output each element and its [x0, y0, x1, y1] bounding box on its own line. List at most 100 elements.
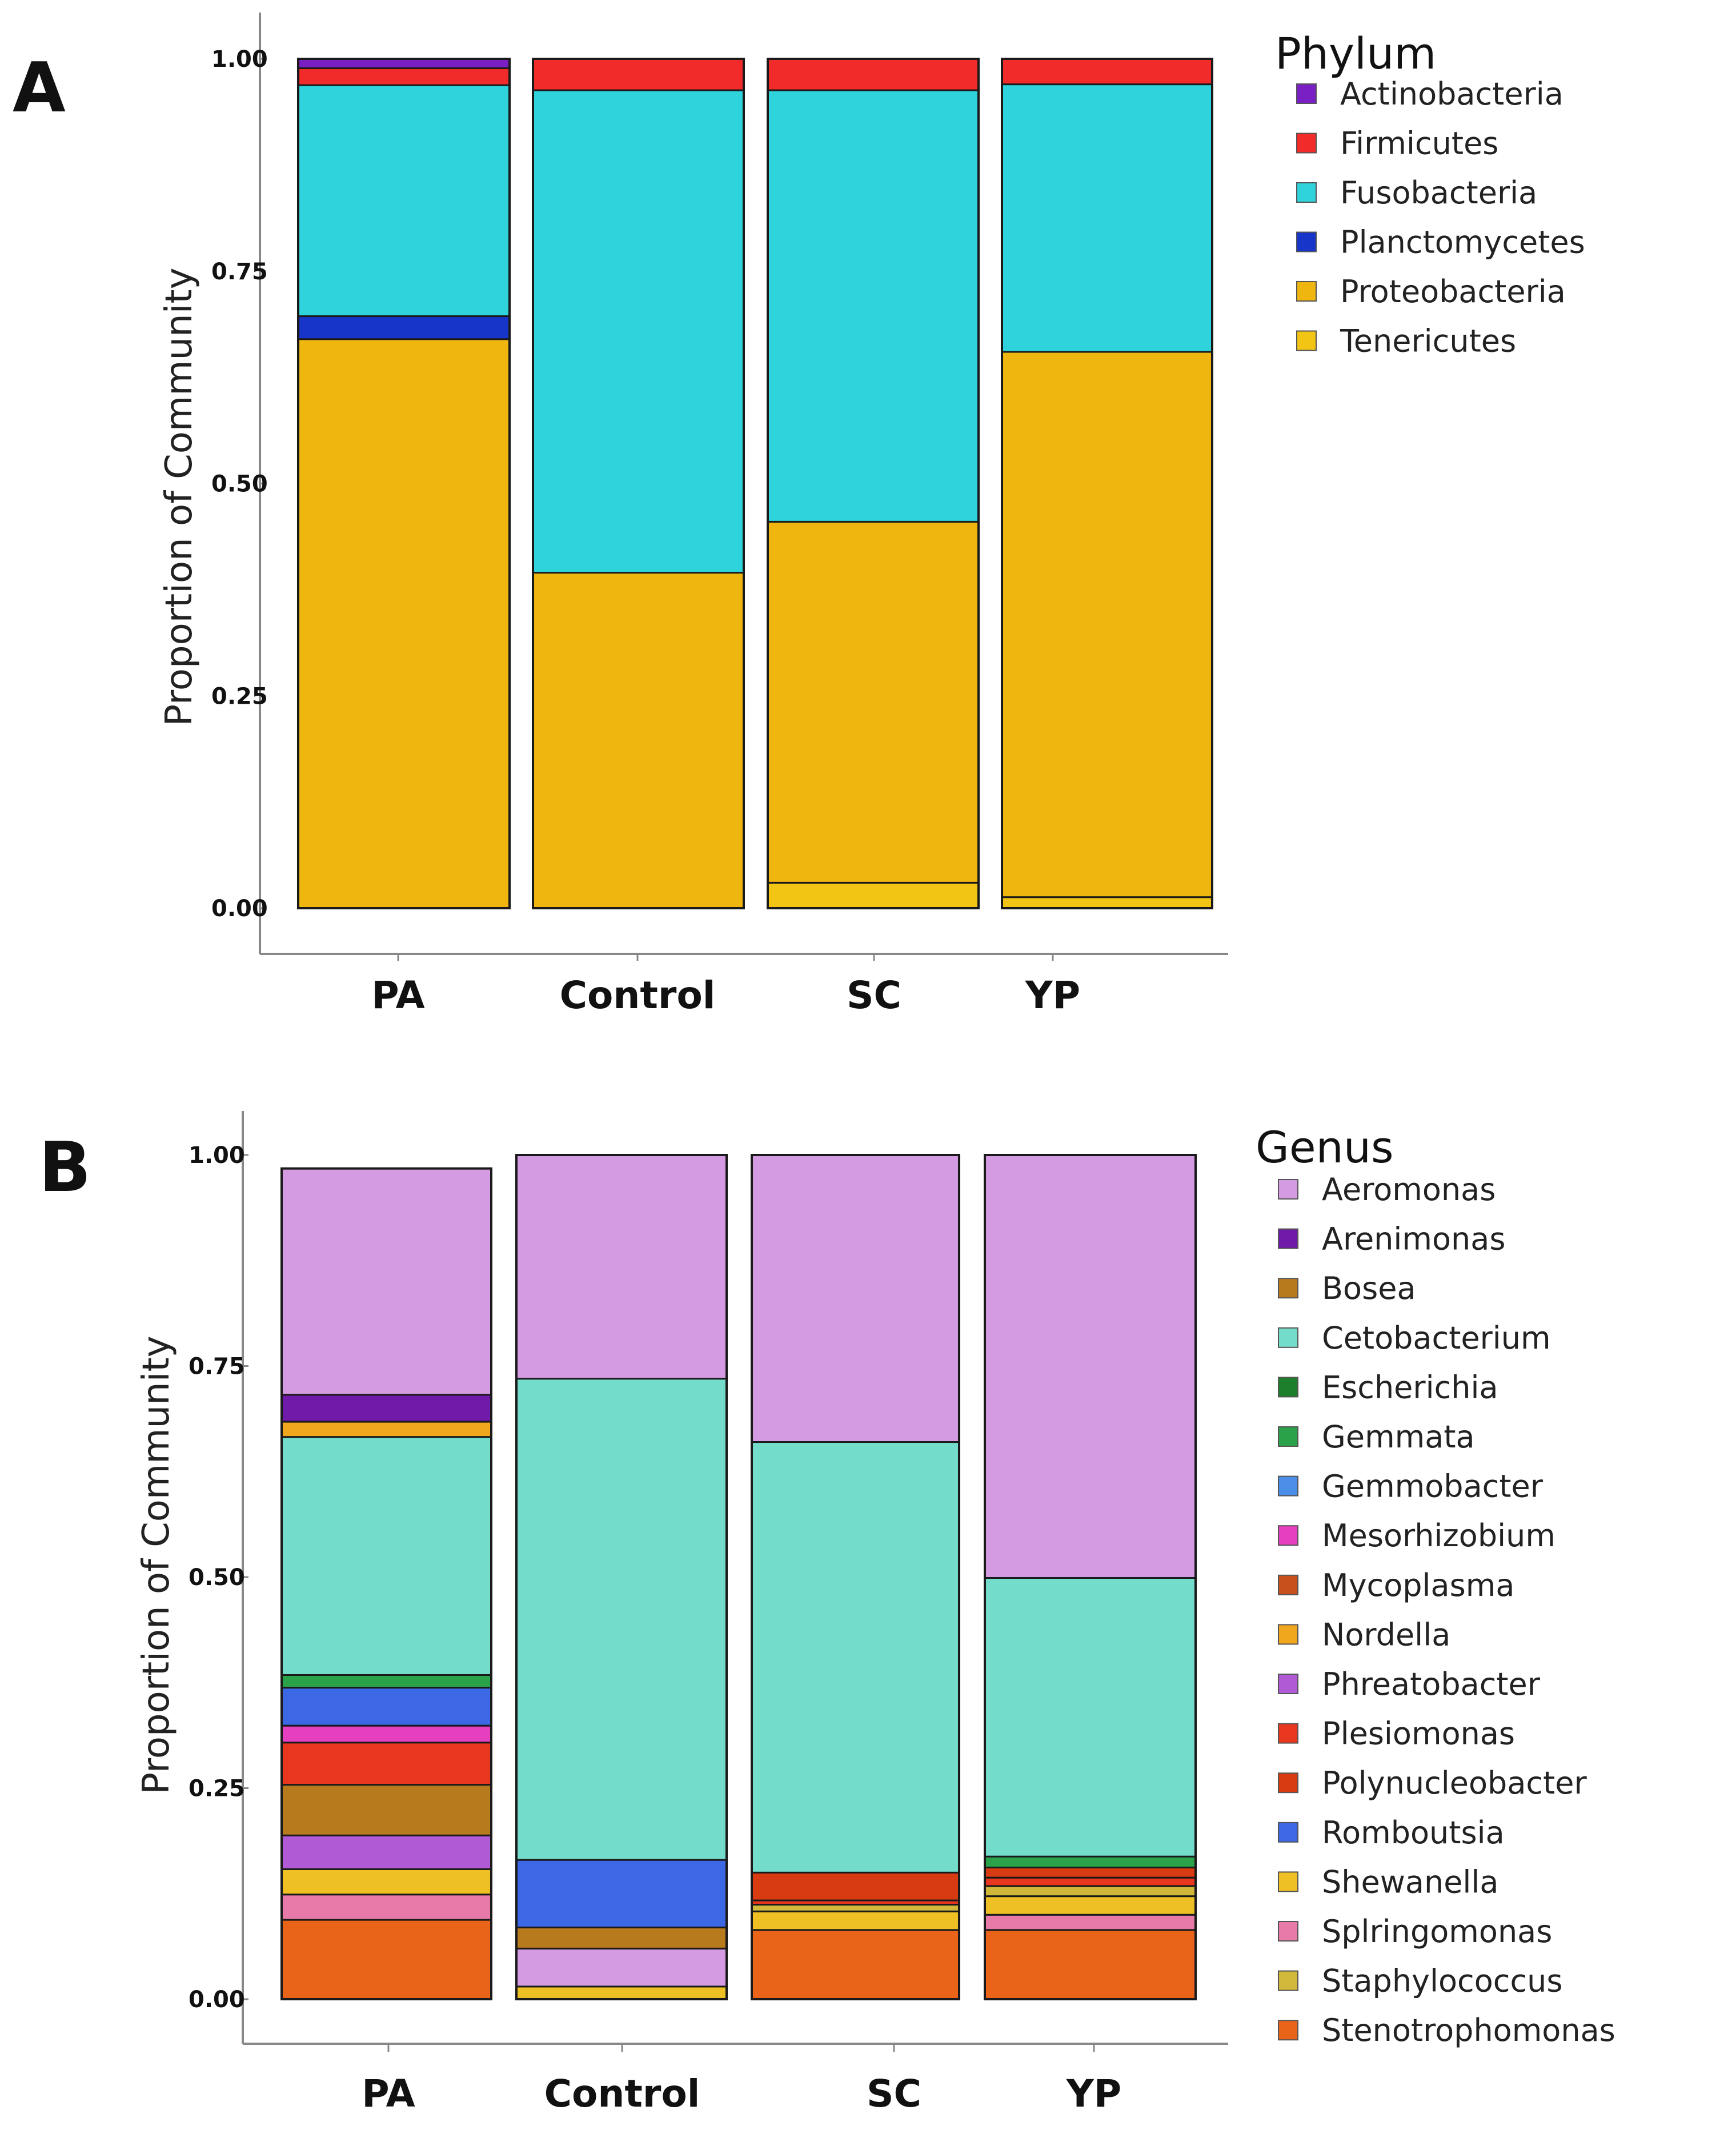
bar-segment-control-aeromonas [515, 1947, 728, 1988]
legend-label-gemmobacter: Gemmobacter [1322, 1469, 1543, 1505]
legend-swatch-plesiomonas [1278, 1723, 1298, 1744]
legend-label-plesiomonas: Plesiomonas [1322, 1716, 1515, 1752]
bar-segment-pa-actinobacteria [297, 58, 511, 69]
legend-label-nordella: Nordella [1322, 1616, 1450, 1652]
bar-outline-yp [1001, 58, 1213, 909]
y-tick-label: 0.75 [189, 1354, 245, 1380]
legend-label-escherichia: Escherichia [1322, 1369, 1498, 1405]
y-tick-label: 0.00 [189, 1987, 245, 2013]
bar-outline-pa [280, 1167, 492, 2000]
bar-segment-yp-stenotrophomonas [984, 1929, 1197, 2000]
x-tick-label-yp: YP [1066, 2072, 1121, 2116]
y-tick-label: 0.50 [189, 1565, 245, 1591]
legend-label-planctomycetes: Planctomycetes [1340, 224, 1585, 260]
bar-segment-pa-stenotrophomonas [280, 1919, 492, 2000]
bar-segment-pa-phreatobacter [280, 1834, 492, 1870]
legend-label-arenimonas: Arenimonas [1322, 1221, 1506, 1257]
panel-label-a: A [13, 49, 66, 128]
bar-segment-sc-fusobacteria [767, 89, 980, 523]
bar-outline-yp [984, 1154, 1197, 2000]
genus-chart: 0.00 0.25 0.50 0.75 1.00 PA Control SC YP Propo… [135, 1111, 1615, 2116]
legend-swatch-staphylococcus [1278, 1970, 1298, 1991]
bar-segment-yp-aeromonas [984, 1154, 1197, 1579]
legend-label-polynucleobacter: Polynucleobacter [1322, 1765, 1587, 1801]
bar-segment-yp-shewanella [984, 1895, 1197, 1916]
bar-segment-pa-splringomonas [280, 1894, 492, 1921]
bar-outline-sc [751, 1154, 960, 2000]
bar-segment-control-bosea [515, 1926, 728, 1950]
bar-segment-sc-staphylococcus [751, 1903, 960, 1912]
bar-segment-yp-firmicutes [1001, 58, 1213, 86]
x-tick-label-yp: YP [1025, 973, 1080, 1017]
y-tick-label: 1.00 [211, 46, 268, 73]
bar-segment-sc-shewanella [751, 1910, 960, 1931]
legend-swatch-escherichia [1278, 1377, 1298, 1398]
bar-segment-sc-tenericutes [767, 881, 980, 909]
y-tick-label: 0.75 [211, 259, 268, 285]
bar-outline-sc [767, 58, 980, 909]
legend-label-firmicutes: Firmicutes [1340, 126, 1498, 162]
bar-segment-yp-tenericutes [1001, 896, 1213, 909]
bar-outline-pa [297, 58, 511, 909]
legend-label-splringomonas: Splringomonas [1322, 1914, 1552, 1950]
bar-segment-yp-splringomonas [984, 1914, 1197, 1931]
phylum-chart: 0.00 0.25 0.50 0.75 1.00 PA Control SC YP Propo… [158, 13, 1585, 1017]
y-tick-label: 0.25 [189, 1776, 245, 1802]
legend-label-staphylococcus: Staphylococcus [1322, 1963, 1563, 1999]
legend-swatch-gemmata [1278, 1426, 1298, 1447]
bar-segment-pa-proteobacteria [297, 338, 511, 909]
y-tick-label: 0.25 [211, 683, 268, 709]
legend-swatch-firmicutes [1296, 133, 1317, 154]
legend-swatch-fusobacteria [1296, 182, 1317, 203]
bar-outline-control [515, 1154, 728, 2000]
bar-segment-yp-gemmata [984, 1855, 1197, 1868]
bar-segment-sc-proteobacteria [767, 520, 980, 884]
legend-label-proteobacteria: Proteobacteria [1340, 274, 1566, 310]
legend-swatch-bosea [1278, 1278, 1298, 1299]
bar-segment-pa-aeromonas [280, 1168, 492, 1396]
legend-label-cetobacterium: Cetobacterium [1322, 1320, 1551, 1356]
bar-segment-sc-aeromonas [751, 1154, 960, 1443]
legend-swatch-proteobacteria [1296, 281, 1317, 302]
x-tick-label-pa: PA [362, 2072, 415, 2116]
bar-segment-yp-polynucleobacter [984, 1866, 1197, 1879]
bar-segment-control-aeromonas [515, 1154, 728, 1380]
bar-segment-yp-fusobacteria [1001, 83, 1213, 353]
bar-segment-pa-fusobacteria [297, 84, 511, 318]
bar-segment-pa-firmicutes [297, 67, 511, 86]
x-tick-label-control: Control [560, 973, 716, 1017]
bar-segment-yp-proteobacteria [1001, 351, 1213, 898]
legend-swatch-mesorhizobium [1278, 1525, 1298, 1546]
bar-segment-pa-mesorhizobium [280, 1724, 492, 1744]
legend-label-mesorhizobium: Mesorhizobium [1322, 1518, 1555, 1554]
bar-segment-pa-gemmata [280, 1674, 492, 1689]
legend-title: Genus [1256, 1122, 1394, 1173]
legend-label-shewanella: Shewanella [1322, 1864, 1499, 1900]
x-tick-label-sc: SC [867, 2072, 921, 2116]
legend-swatch-arenimonas [1278, 1228, 1298, 1249]
legend-label-bosea: Bosea [1322, 1270, 1416, 1306]
legend-label-phreatobacter: Phreatobacter [1322, 1666, 1541, 1702]
y-tick-label: 0.00 [211, 896, 268, 922]
x-tick-label-control: Control [544, 2072, 700, 2116]
bar-outline-control [532, 58, 745, 909]
legend-swatch-nordella [1278, 1624, 1298, 1645]
bar-segment-yp-plesiomonas [984, 1876, 1197, 1887]
bar-segment-pa-plesiomonas [280, 1742, 492, 1786]
legend-label-tenericutes: Tenericutes [1340, 323, 1516, 359]
y-axis-label: Proportion of Community [135, 1336, 178, 1795]
legend-label-fusobacteria: Fusobacteria [1340, 175, 1537, 211]
bar-segment-control-fusobacteria [532, 89, 745, 574]
x-tick-label-sc: SC [847, 973, 901, 1017]
bar-segment-pa-planctomycetes [297, 315, 511, 340]
bar-segment-sc-polynucleobacter [751, 1871, 960, 1902]
legend-label-stenotrophomonas: Stenotrophomonas [1322, 2012, 1615, 2048]
bar-segment-pa-cetobacterium [280, 1436, 492, 1676]
bar-segment-control-romboutsia [515, 1859, 728, 1928]
bar-segment-yp-staphylococcus [984, 1885, 1197, 1898]
legend-title: Phylum [1275, 28, 1436, 79]
legend-label-gemmata: Gemmata [1322, 1419, 1475, 1455]
legend-swatch-cetobacterium [1278, 1327, 1298, 1348]
bar-segment-control-shewanella [515, 1985, 728, 2000]
